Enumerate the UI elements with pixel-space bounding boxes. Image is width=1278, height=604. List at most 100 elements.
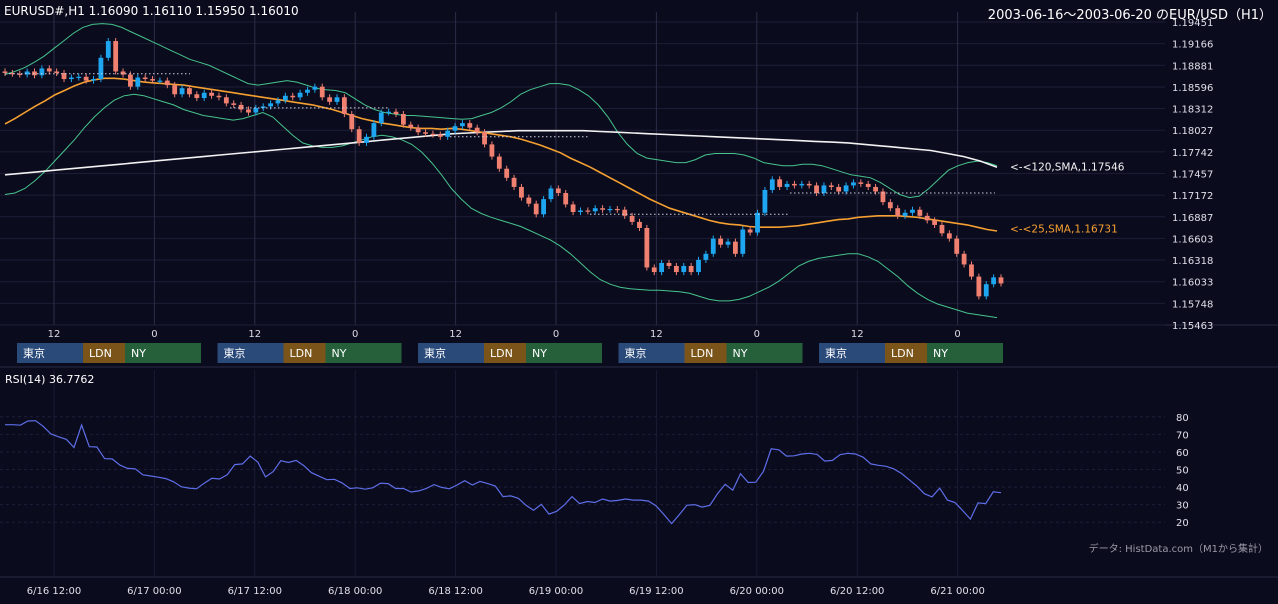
candle-body xyxy=(851,182,856,186)
candle-body xyxy=(718,238,724,245)
session-london-bar xyxy=(885,343,927,363)
price-tick-label: 1.18027 xyxy=(1172,126,1213,137)
price-tick-label: 1.15748 xyxy=(1172,299,1213,310)
session-tokyo-bar xyxy=(819,343,885,363)
candle-body xyxy=(69,77,74,80)
candle-body xyxy=(327,97,333,102)
sma25-line xyxy=(4,77,998,232)
candle-body xyxy=(76,76,82,78)
candle-body xyxy=(238,104,244,110)
candle-body xyxy=(334,97,340,102)
candle-body xyxy=(32,71,37,76)
session-tokyo-label: 東京 xyxy=(424,346,446,360)
candle-body xyxy=(880,191,886,203)
candle-body xyxy=(526,197,532,204)
candle-body xyxy=(46,68,52,72)
candle-body xyxy=(681,265,687,273)
hour-tick-label: 12 xyxy=(48,329,61,340)
candle-body xyxy=(511,177,517,187)
candle-body xyxy=(260,106,266,108)
candle-body xyxy=(843,185,849,192)
candle-body xyxy=(297,92,303,98)
candle-body xyxy=(187,88,192,95)
candle-body xyxy=(142,77,148,80)
session-tokyo-bar xyxy=(17,343,83,363)
candle-body xyxy=(216,95,222,98)
candle-body xyxy=(24,71,30,75)
candle-body xyxy=(312,86,318,90)
session-tokyo-bar xyxy=(418,343,484,363)
session-ny-bar xyxy=(726,343,803,363)
hour-tick-label: 12 xyxy=(449,329,462,340)
candle-body xyxy=(231,103,237,105)
candle-body xyxy=(902,212,908,216)
candle-body xyxy=(437,134,443,137)
date-tick-label: 6/21 00:00 xyxy=(930,586,984,597)
candle-body xyxy=(806,183,812,186)
candle-body xyxy=(415,127,421,133)
candle-body xyxy=(489,144,495,157)
hour-tick-label: 0 xyxy=(352,329,358,340)
hour-tick-label: 0 xyxy=(553,329,559,340)
candle-body xyxy=(445,130,451,137)
candle-body xyxy=(474,127,480,133)
session-tokyo-bar xyxy=(217,343,284,363)
candle-body xyxy=(814,185,819,194)
candle-body xyxy=(120,71,126,75)
candle-body xyxy=(452,126,458,131)
rsi-tick-label: 60 xyxy=(1176,448,1189,459)
rsi-tick-label: 20 xyxy=(1176,518,1189,529)
candle-body xyxy=(61,72,67,80)
candle-body xyxy=(917,209,923,216)
candle-body xyxy=(858,182,864,184)
candle-body xyxy=(386,111,392,113)
chart-title: 2003-06-16～2003-06-20 のEUR/USD（H1） xyxy=(987,8,1272,23)
candle-body xyxy=(784,183,790,187)
candle-body xyxy=(976,276,982,297)
candle-body xyxy=(614,208,620,211)
candle-body xyxy=(799,183,805,186)
bollinger-lower-line xyxy=(4,93,998,319)
hour-tick-label: 12 xyxy=(248,329,261,340)
session-london-bar xyxy=(83,343,125,363)
price-tick-label: 1.17742 xyxy=(1172,148,1213,159)
candle-body xyxy=(39,68,45,76)
date-tick-label: 6/16 12:00 xyxy=(27,586,81,597)
candle-body xyxy=(836,186,842,192)
candle-body xyxy=(629,215,635,222)
candle-body xyxy=(592,208,598,212)
session-london-label: LDN xyxy=(89,347,112,360)
hour-tick-label: 0 xyxy=(954,329,960,340)
session-tokyo-label: 東京 xyxy=(224,346,246,360)
candle-body xyxy=(519,186,524,198)
rsi-tick-label: 40 xyxy=(1176,483,1189,494)
session-london-label: LDN xyxy=(691,347,714,360)
candle-body xyxy=(555,188,561,194)
session-london-bar xyxy=(684,343,727,363)
candle-body xyxy=(275,100,281,104)
rsi-tick-label: 70 xyxy=(1176,430,1189,441)
session-tokyo-bar xyxy=(618,343,685,363)
candle-body xyxy=(991,277,997,285)
candle-body xyxy=(747,229,753,233)
candle-body xyxy=(194,94,200,99)
candle-body xyxy=(755,212,760,233)
candle-body xyxy=(939,224,945,234)
candle-body xyxy=(9,72,15,75)
candle-body xyxy=(54,71,60,73)
candle-body xyxy=(150,79,155,81)
candle-body xyxy=(209,92,214,96)
date-tick-label: 6/18 12:00 xyxy=(428,586,482,597)
candle-body xyxy=(792,183,797,186)
rsi-label: RSI(14) 36.7762 xyxy=(5,373,95,386)
session-ny-label: NY xyxy=(532,347,547,360)
candle-body xyxy=(98,57,104,80)
candle-body xyxy=(223,97,229,104)
candle-body xyxy=(865,183,871,187)
date-tick-label: 6/19 00:00 xyxy=(529,586,583,597)
candle-body xyxy=(578,210,583,213)
candle-body xyxy=(356,129,362,143)
candle-body xyxy=(290,95,296,98)
hour-tick-label: 0 xyxy=(151,329,157,340)
candle-body xyxy=(401,114,406,125)
